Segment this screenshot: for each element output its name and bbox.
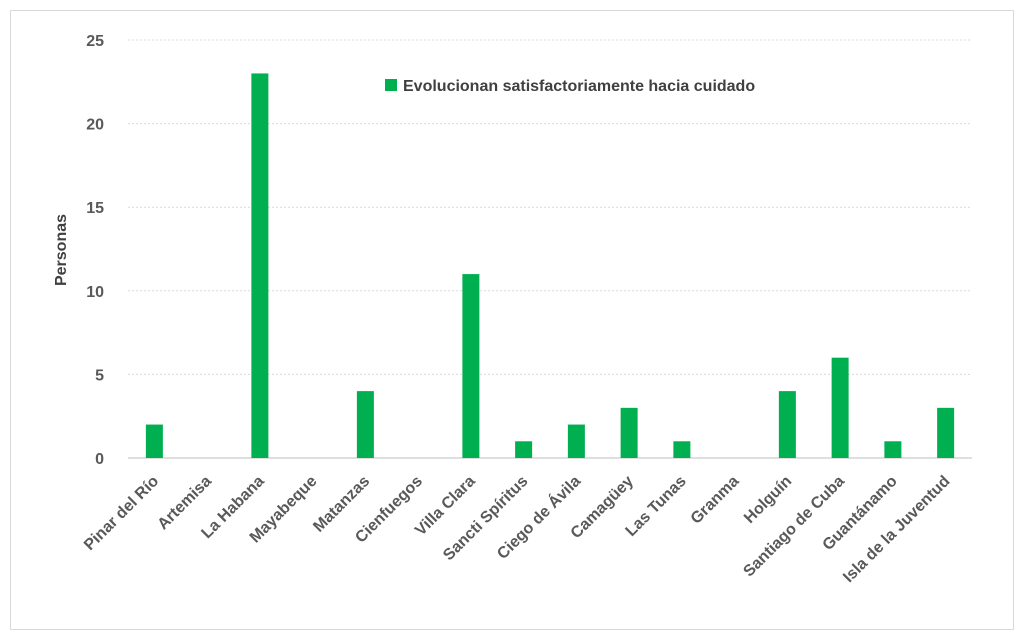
y-axis-ticks: 0 5 10 15 20 25	[86, 33, 104, 468]
x-tick-label: Holguín	[741, 473, 795, 527]
bar	[620, 407, 638, 458]
legend-swatch	[385, 79, 397, 91]
bar	[251, 73, 269, 458]
y-tick-label: 20	[86, 117, 104, 134]
x-tick-label: Isla de la Juventud	[840, 473, 953, 586]
x-tick-label: Pinar del Río	[81, 473, 162, 554]
legend: Evolucionan satisfactoriamente hacia cui…	[385, 78, 755, 95]
x-tick-label: Granma	[688, 473, 743, 528]
bar	[884, 441, 902, 458]
bar	[567, 424, 585, 458]
bar	[356, 391, 374, 458]
bar	[673, 441, 691, 458]
bar	[145, 424, 163, 458]
y-tick-label: 10	[86, 284, 104, 301]
x-tick-label: Santiago de Cuba	[740, 473, 848, 581]
bar	[937, 407, 955, 458]
gridlines	[128, 39, 972, 459]
bar	[515, 441, 533, 458]
bar	[462, 274, 480, 458]
bar	[831, 357, 849, 458]
y-tick-label: 0	[95, 451, 104, 468]
y-tick-label: 5	[95, 367, 104, 384]
y-tick-label: 15	[86, 200, 104, 217]
bars	[145, 73, 955, 458]
legend-label: Evolucionan satisfactoriamente hacia cui…	[403, 78, 755, 95]
y-axis-label: Personas	[53, 214, 70, 286]
chart-frame	[10, 10, 1014, 630]
y-tick-label: 25	[86, 33, 104, 50]
bar	[778, 391, 796, 458]
